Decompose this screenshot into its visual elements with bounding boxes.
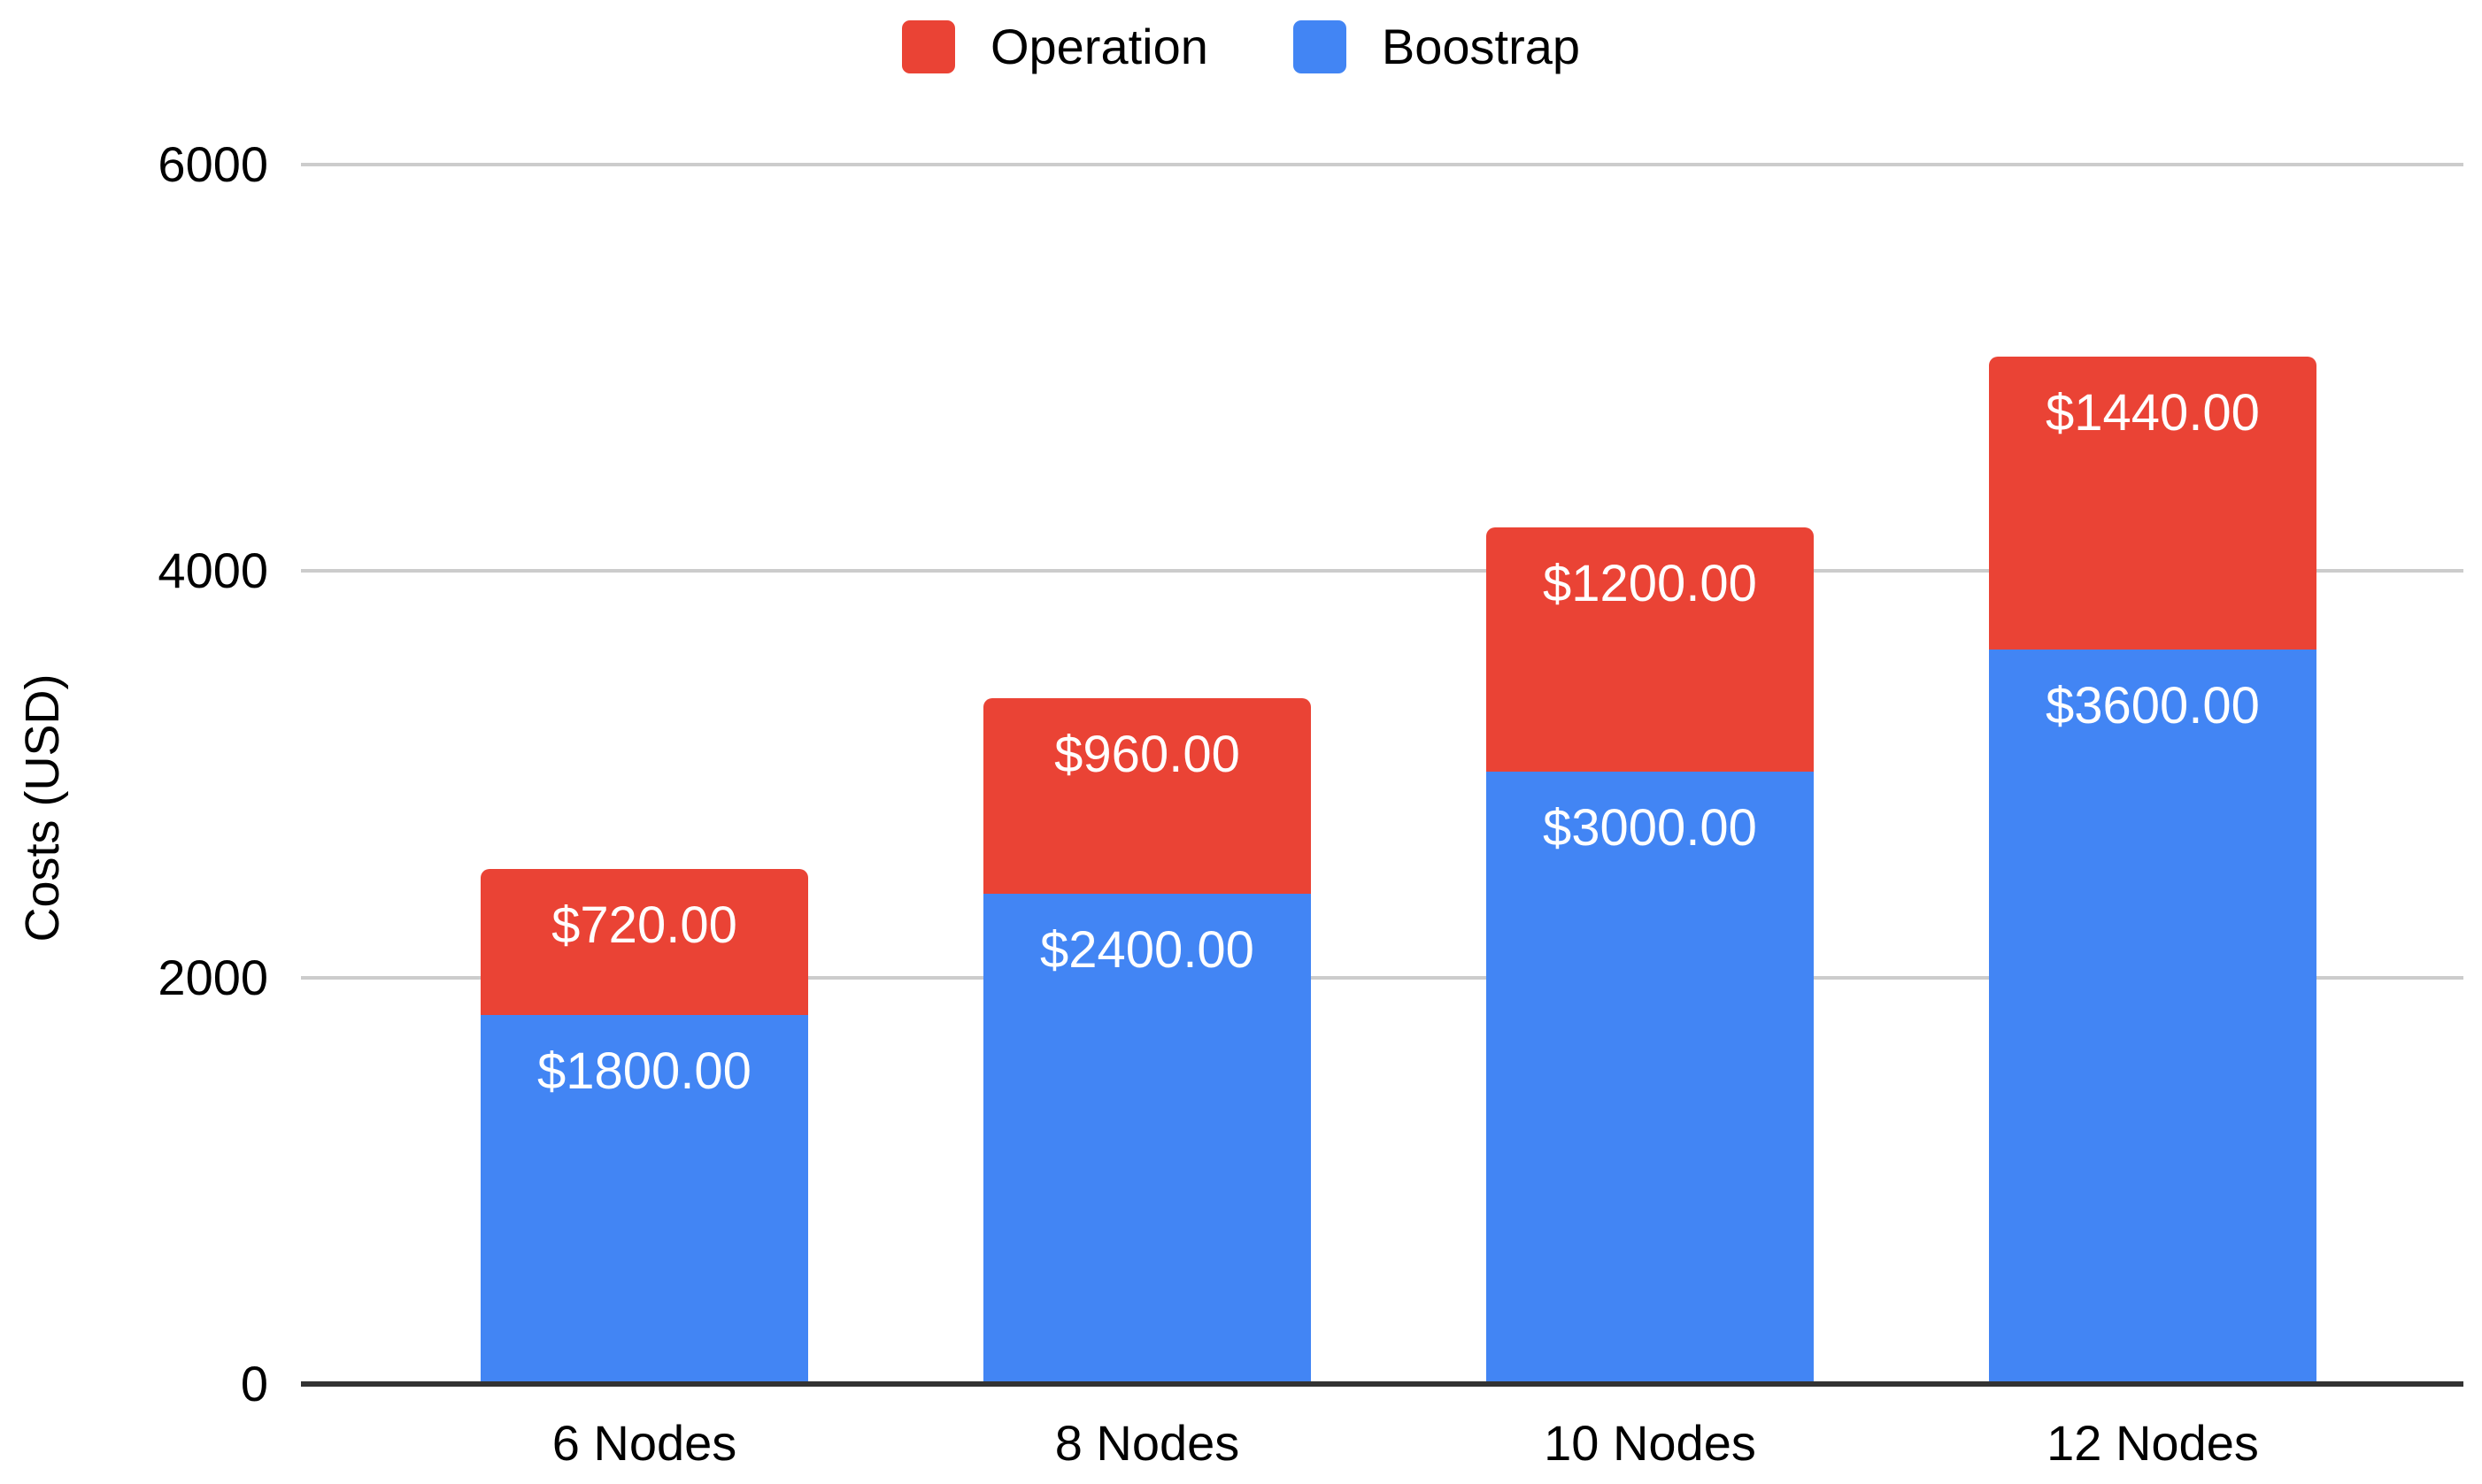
legend-item-operation: Operation [901,19,1208,74]
bar-value-label-boostrap-1: $1800.00 [537,1042,752,1101]
bar-value-label-operation-4: $1440.00 [2046,384,2260,442]
x-axis-label-2: 8 Nodes [1054,1415,1240,1471]
bar-segment-operation-2 [983,698,1311,894]
bar-value-label-boostrap-4: $3600.00 [2046,676,2260,734]
bar-segment-operation-3 [1486,527,1814,772]
y-axis-title: Costs (USD) [16,673,69,942]
bar-value-label-operation-1: $720.00 [551,896,737,955]
legend-swatch-boostrap-icon [1292,20,1346,73]
legend-item-boostrap: Boostrap [1292,19,1581,74]
bar-segment-boostrap-4 [1989,649,2316,1381]
legend-label-operation: Operation [990,19,1208,74]
bar-segment-boostrap-3 [1486,771,1814,1381]
x-axis-label-1: 6 Nodes [551,1415,737,1471]
y-tick-label-0: 0 [240,1356,268,1411]
bar-value-label-boostrap-3: $3000.00 [1543,798,1757,857]
x-axis-baseline [301,1381,2463,1387]
gridline-4000 [301,569,2463,573]
bar-segment-operation-1 [481,869,808,1016]
y-tick-label-2000: 2000 [158,949,268,1005]
bar-segment-boostrap-1 [481,1015,808,1381]
bar-value-label-operation-3: $1200.00 [1543,555,1757,613]
bar-value-label-operation-2: $960.00 [1054,726,1240,784]
legend-swatch-operation-icon [901,20,955,73]
chart-legend: Operation Boostrap [0,19,2482,74]
gridline-2000 [301,975,2463,980]
x-axis-label-4: 12 Nodes [2046,1415,2259,1471]
gridline-6000 [301,162,2463,166]
x-axis-label-3: 10 Nodes [1544,1415,1756,1471]
legend-label-boostrap: Boostrap [1381,19,1581,74]
y-tick-label-4000: 4000 [158,542,268,598]
bar-segment-operation-4 [1989,357,2316,650]
bar-segment-boostrap-2 [983,893,1311,1381]
y-tick-label-6000: 6000 [158,135,268,192]
bar-value-label-boostrap-2: $2400.00 [1040,920,1254,979]
